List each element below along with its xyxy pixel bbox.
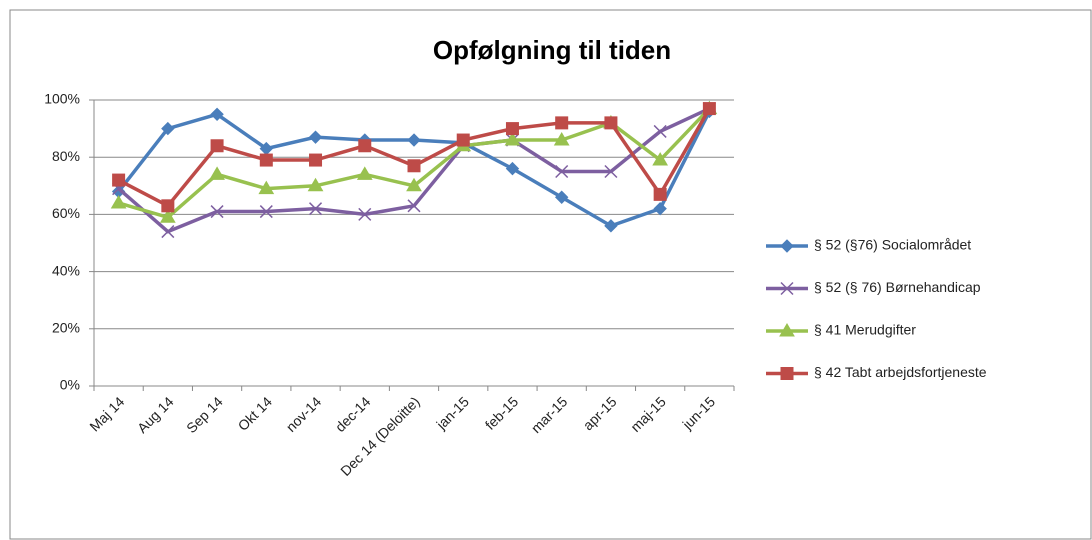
marker — [307, 177, 324, 192]
marker — [259, 205, 273, 219]
marker — [356, 166, 373, 180]
y-tick-label: 80% — [52, 148, 80, 164]
marker — [505, 161, 520, 176]
marker — [652, 152, 669, 166]
chart-title: Opfølgning til tiden — [433, 35, 671, 65]
marker — [110, 194, 127, 209]
marker — [555, 116, 569, 130]
series — [112, 102, 716, 213]
y-tick-label: 60% — [52, 205, 80, 221]
y-tick-label: 40% — [52, 262, 80, 278]
marker — [504, 132, 521, 146]
marker — [258, 180, 275, 195]
marker — [553, 132, 570, 146]
marker — [308, 130, 323, 144]
marker — [159, 209, 176, 223]
marker — [407, 159, 421, 173]
legend-label: § 41 Merudgifter — [814, 322, 916, 338]
marker — [407, 133, 421, 147]
marker — [554, 190, 569, 204]
marker — [407, 199, 421, 213]
marker — [309, 202, 323, 216]
marker — [653, 201, 667, 216]
marker — [555, 164, 569, 179]
marker — [505, 122, 519, 136]
marker — [309, 153, 323, 167]
marker — [161, 225, 175, 239]
y-tick-label: 20% — [52, 320, 80, 336]
marker — [210, 205, 224, 219]
marker — [210, 139, 224, 153]
marker — [604, 116, 618, 130]
legend-marker — [779, 323, 795, 337]
marker — [112, 173, 126, 187]
marker — [653, 187, 667, 201]
y-tick-label: 100% — [44, 91, 80, 107]
marker — [702, 102, 716, 116]
y-tick-label: 0% — [60, 377, 80, 393]
legend-label: § 42 Tabt arbejdsfortjeneste — [814, 364, 987, 380]
marker — [653, 124, 667, 138]
marker — [210, 107, 224, 122]
series — [111, 104, 717, 233]
marker — [259, 153, 273, 167]
legend-marker — [780, 367, 794, 380]
legend-label: § 52 (§ 76) Børnehandicap — [814, 279, 981, 295]
marker — [358, 207, 372, 221]
marker — [161, 121, 175, 136]
marker — [209, 166, 225, 180]
legend-label: § 52 (§76) Socialområdet — [814, 237, 971, 253]
marker — [456, 133, 470, 147]
chart-frame — [9, 9, 1092, 540]
marker — [604, 219, 618, 233]
marker — [161, 199, 175, 213]
marker — [358, 139, 372, 153]
marker — [604, 164, 618, 179]
legend-marker — [780, 281, 794, 296]
marker — [406, 177, 422, 192]
legend-marker — [780, 239, 794, 253]
